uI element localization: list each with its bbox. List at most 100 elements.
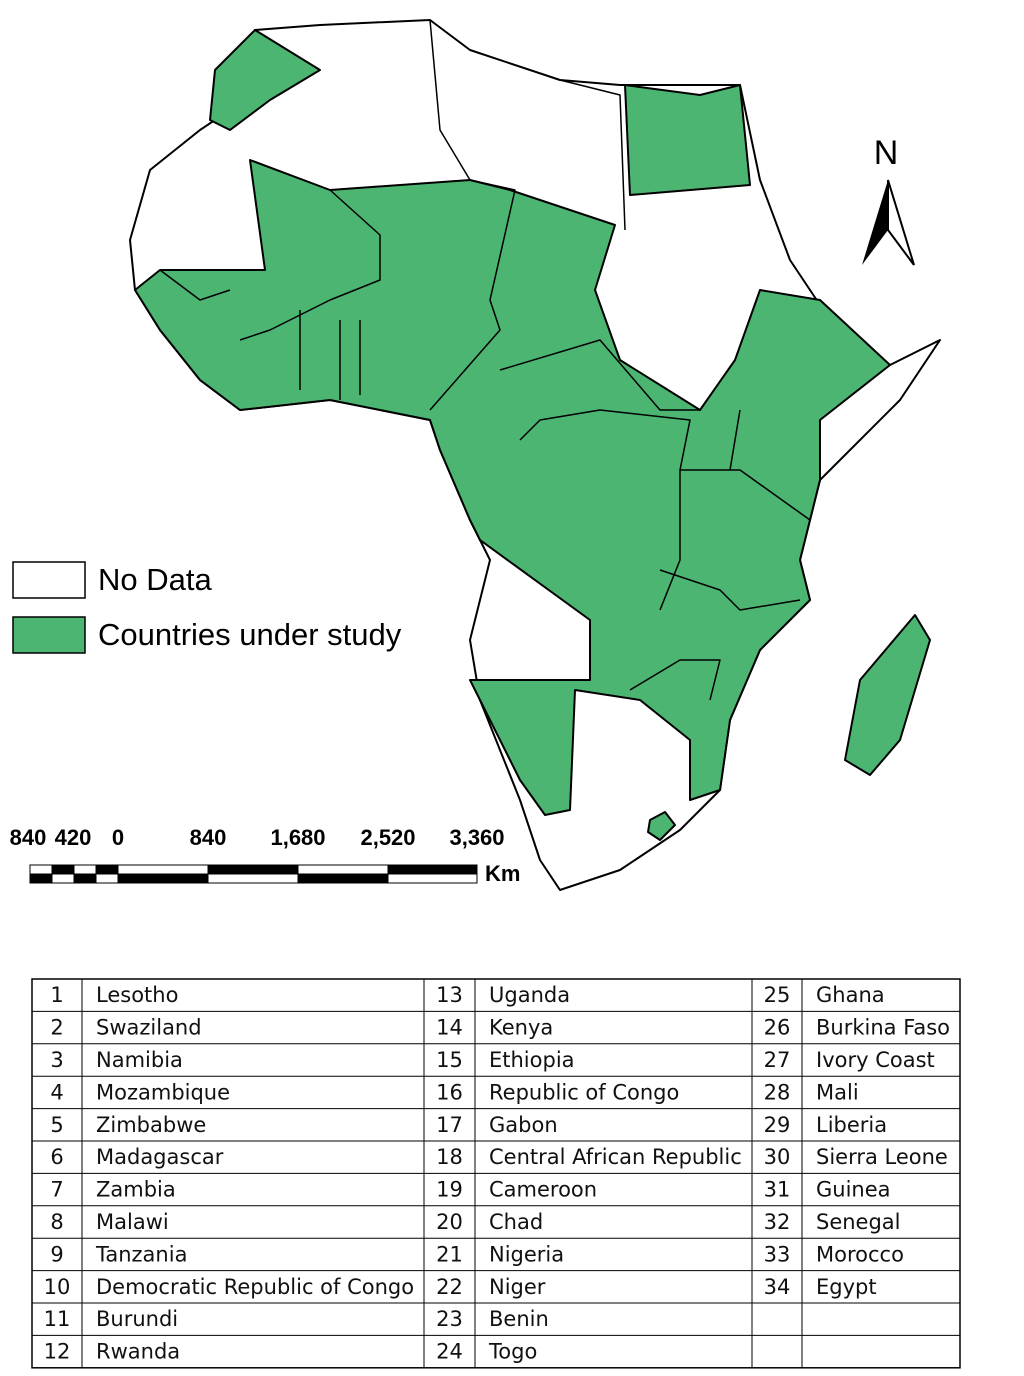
country-name: Mali [816, 1080, 859, 1104]
country-name: Liberia [816, 1113, 887, 1137]
country-number: 29 [764, 1113, 791, 1137]
africa-map [129, 19, 941, 891]
country-number: 11 [44, 1307, 71, 1331]
scale-segment [387, 873, 478, 884]
border [629, 659, 721, 701]
border [559, 79, 626, 231]
arrow-right [887, 179, 915, 266]
scale-segment [73, 864, 97, 875]
country-number: 26 [764, 1016, 791, 1040]
legend-swatch [12, 616, 86, 654]
country-number: 2 [50, 1016, 63, 1040]
country-name: Ethiopia [489, 1048, 575, 1072]
country-number: 22 [436, 1275, 463, 1299]
country-number: 5 [50, 1113, 63, 1137]
border [499, 339, 700, 411]
country-number: 13 [436, 983, 463, 1007]
country-number: 18 [436, 1145, 463, 1169]
country-name: Ghana [816, 983, 885, 1007]
country-number: 28 [764, 1080, 791, 1104]
scale-segment [297, 873, 389, 884]
country-name: Malawi [96, 1210, 169, 1234]
scale-segment [51, 864, 75, 875]
country-name: Gabon [489, 1113, 558, 1137]
morocco [209, 29, 321, 131]
scale-bar: 840 420 0 840 1,680 2,520 3,360 Km [10, 825, 521, 886]
country-number: 34 [764, 1275, 791, 1299]
country-name: Ivory Coast [816, 1048, 935, 1072]
country-number: 32 [764, 1210, 791, 1234]
country-name: Tanzania [95, 1242, 187, 1266]
country-name: Rwanda [96, 1340, 180, 1364]
border [429, 19, 471, 181]
scale-segment [29, 864, 53, 875]
country-name: Senegal [816, 1210, 901, 1234]
legend-swatch [12, 561, 86, 599]
country-number: 1 [50, 983, 63, 1007]
country-number: 3 [50, 1048, 63, 1072]
country-name: Burundi [96, 1307, 178, 1331]
country-number: 27 [764, 1048, 791, 1072]
country-number: 10 [44, 1275, 71, 1299]
country-name: Egypt [816, 1275, 877, 1299]
scale-segment [29, 873, 53, 884]
arrow-left [862, 180, 888, 265]
country-name: Nigeria [489, 1242, 564, 1266]
country-name: Chad [489, 1210, 543, 1234]
study-region [134, 159, 891, 816]
country-number: 17 [436, 1113, 463, 1137]
country-number: 15 [436, 1048, 463, 1072]
country-number: 25 [764, 983, 791, 1007]
scale-label: 1,680 [270, 825, 325, 850]
border [429, 179, 516, 411]
scale-segment [51, 873, 75, 884]
scale-segment [95, 873, 119, 884]
country-name: Sierra Leone [816, 1145, 948, 1169]
border [680, 469, 811, 521]
country-name: Republic of Congo [489, 1080, 679, 1104]
scale-label: 840 [10, 825, 47, 850]
country-name: Morocco [816, 1242, 904, 1266]
country-number: 19 [436, 1178, 463, 1202]
border [659, 569, 801, 611]
scale-label: 3,360 [449, 825, 504, 850]
scale-segment [387, 864, 478, 875]
north-arrow: N [862, 134, 915, 266]
country-name: Zambia [96, 1178, 176, 1202]
country-name: Uganda [489, 983, 570, 1007]
country-number: 24 [436, 1340, 463, 1364]
country-number: 6 [50, 1145, 63, 1169]
country-name: Kenya [489, 1016, 553, 1040]
country-name: Swaziland [96, 1016, 202, 1040]
country-name: Namibia [96, 1048, 183, 1072]
scale-label: 840 [190, 825, 227, 850]
country-number: 12 [44, 1340, 71, 1364]
country-number: 21 [436, 1242, 463, 1266]
country-number: 14 [436, 1016, 463, 1040]
country-name: Benin [489, 1307, 549, 1331]
scale-segment [207, 873, 299, 884]
country-name: Democratic Republic of Congo [96, 1275, 414, 1299]
border [159, 269, 231, 301]
country-number: 7 [50, 1178, 63, 1202]
country-table: 1 Lesotho 2 Swaziland 3 Namibia 4 Mozambique 5 Zi… [31, 978, 961, 1369]
egypt [624, 84, 751, 196]
border [239, 189, 381, 341]
north-label: N [874, 134, 899, 172]
legend-label: No Data [98, 562, 212, 597]
country-name: Cameroon [489, 1178, 597, 1202]
country-number: 23 [436, 1307, 463, 1331]
border [729, 409, 741, 471]
scale-segment [73, 873, 97, 884]
border [519, 409, 691, 611]
scale-segment [95, 864, 119, 875]
country-number: 31 [764, 1178, 791, 1202]
country-name: Lesotho [96, 983, 178, 1007]
country-name: Mozambique [96, 1080, 230, 1104]
scale-label: 2,520 [360, 825, 415, 850]
country-name: Madagascar [96, 1145, 224, 1169]
country-number: 8 [50, 1210, 63, 1234]
scale-unit: Km [485, 861, 520, 886]
lesotho [647, 811, 676, 841]
